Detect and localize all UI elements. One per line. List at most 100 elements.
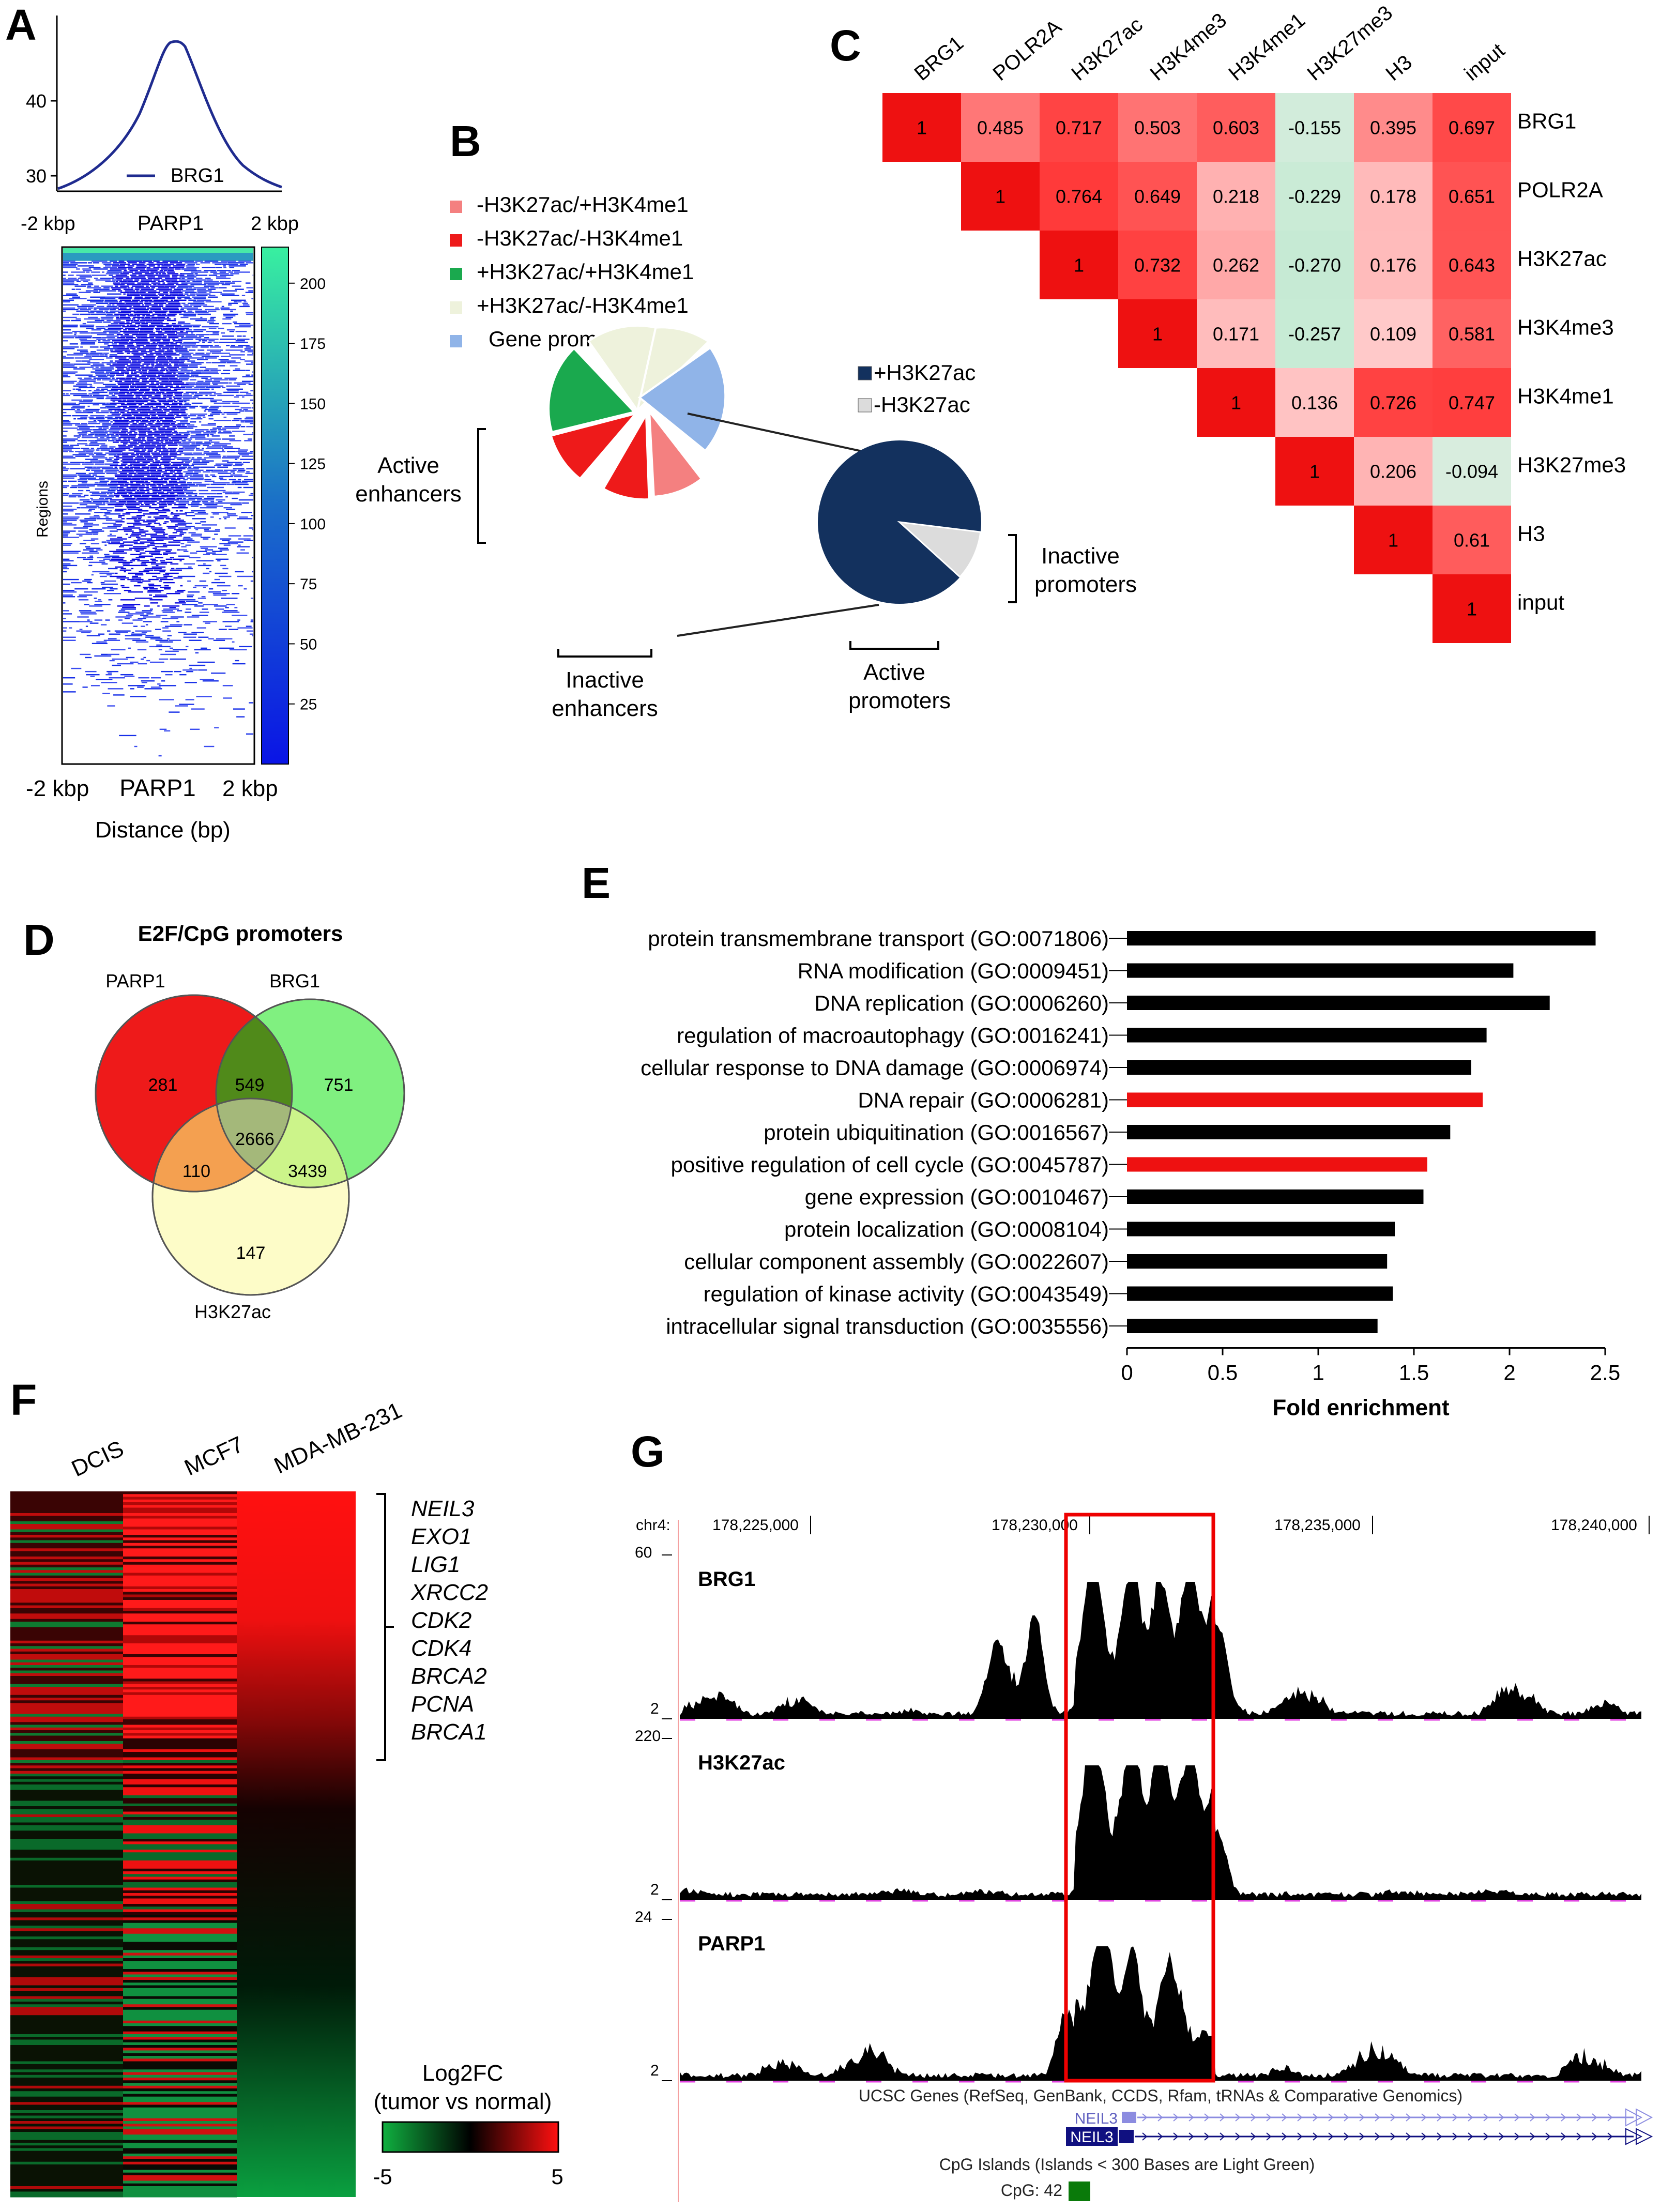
fold-enrichment-bar bbox=[1127, 963, 1514, 978]
heatmap-segment bbox=[63, 560, 74, 562]
heatmap-segment bbox=[216, 276, 226, 278]
heatmap-segment bbox=[80, 340, 97, 342]
matrix-cell bbox=[1275, 437, 1354, 506]
heatmap-segment bbox=[63, 319, 70, 322]
heatmap-segment bbox=[114, 466, 117, 468]
heatmap-segment bbox=[218, 327, 224, 329]
heatmap-segment bbox=[124, 497, 136, 499]
heatmap-segment bbox=[154, 274, 170, 276]
heatmap-cell bbox=[123, 1768, 237, 1772]
heatmap-segment bbox=[124, 418, 136, 420]
heatmap-segment bbox=[222, 540, 230, 541]
heatmap-segment bbox=[145, 504, 150, 506]
heatmap-segment bbox=[130, 368, 145, 370]
heatmap-segment bbox=[169, 398, 172, 400]
heatmap-segment bbox=[71, 288, 75, 290]
heatmap-segment bbox=[120, 485, 129, 487]
heatmap-segment bbox=[178, 339, 193, 340]
heatmap-segment bbox=[63, 516, 80, 518]
heatmap-segment bbox=[179, 357, 188, 359]
heatmap-segment bbox=[85, 626, 88, 627]
heatmap-cell bbox=[10, 1931, 123, 1934]
heatmap-segment bbox=[127, 374, 140, 376]
heatmap-cell bbox=[123, 1890, 237, 1894]
heatmap-segment bbox=[163, 394, 167, 396]
heatmap-segment bbox=[141, 284, 151, 285]
heatmap-segment bbox=[111, 649, 126, 651]
heatmap-segment bbox=[195, 370, 204, 371]
heatmap-segment bbox=[232, 663, 246, 665]
heatmap-segment bbox=[112, 441, 119, 443]
heatmap-segment bbox=[128, 509, 143, 510]
heatmap-segment bbox=[129, 431, 135, 432]
heatmap-segment bbox=[123, 329, 127, 331]
heatmap-segment bbox=[118, 437, 136, 438]
heatmap-segment bbox=[63, 421, 71, 423]
heatmap-segment bbox=[180, 360, 185, 362]
heatmap-segment bbox=[87, 582, 93, 584]
heatmap-segment bbox=[159, 370, 165, 371]
heatmap-segment bbox=[112, 276, 129, 278]
heatmap-segment bbox=[157, 420, 159, 421]
heatmap-cell bbox=[10, 1961, 123, 1964]
heatmap-segment bbox=[171, 437, 188, 438]
heatmap-segment bbox=[75, 360, 82, 362]
heatmap-segment bbox=[86, 547, 101, 549]
heatmap-segment bbox=[243, 588, 247, 590]
heatmap-segment bbox=[118, 471, 134, 473]
x-tick-label: 1.5 bbox=[1399, 1361, 1429, 1385]
heatmap-segment bbox=[131, 533, 142, 535]
heatmap-segment bbox=[141, 337, 155, 339]
heatmap-segment bbox=[208, 440, 212, 441]
heatmap-segment bbox=[164, 479, 166, 481]
heatmap-segment bbox=[154, 435, 166, 437]
heatmap-segment bbox=[135, 557, 145, 559]
heatmap-segment bbox=[177, 459, 190, 460]
heatmap-segment bbox=[172, 463, 189, 465]
heatmap-segment bbox=[190, 421, 196, 423]
heatmap-segment bbox=[148, 265, 155, 267]
heatmap-segment bbox=[216, 558, 229, 560]
heatmap-cell bbox=[123, 1681, 237, 1685]
heatmap-segment bbox=[63, 683, 73, 685]
venn-count-brg1-h3k27ac: 3439 bbox=[288, 1162, 327, 1181]
heatmap-segment bbox=[152, 504, 157, 506]
matrix-cell bbox=[1040, 93, 1118, 162]
heatmap-cell bbox=[10, 1920, 123, 1924]
matrix-column-label: H3K4me1 bbox=[1225, 9, 1310, 85]
heatmap-segment bbox=[130, 480, 145, 482]
heatmap-segment bbox=[117, 663, 134, 665]
heatmap-segment bbox=[191, 443, 195, 445]
heatmap-segment bbox=[75, 318, 81, 320]
heatmap-segment bbox=[85, 546, 90, 547]
heatmap-cell bbox=[123, 1928, 237, 1932]
heatmap-cell bbox=[10, 1887, 123, 1891]
heatmap-segment bbox=[85, 451, 94, 452]
heatmap-segment bbox=[185, 682, 197, 683]
heatmap-segment bbox=[114, 474, 132, 476]
heatmap-segment bbox=[87, 423, 100, 424]
heatmap-segment bbox=[223, 290, 237, 292]
heatmap-segment bbox=[150, 323, 161, 325]
heatmap-segment bbox=[81, 423, 87, 424]
heatmap-segment bbox=[188, 357, 204, 359]
heatmap-segment bbox=[131, 454, 140, 455]
heatmap-segment bbox=[134, 521, 140, 523]
matrix-row-label: H3 bbox=[1517, 522, 1545, 546]
heatmap-cell bbox=[10, 1551, 123, 1554]
heatmap-segment bbox=[228, 271, 233, 273]
heatmap-segment bbox=[63, 530, 76, 532]
heatmap-segment bbox=[106, 396, 117, 398]
heatmap-segment bbox=[160, 368, 167, 370]
heatmap-segment bbox=[177, 428, 194, 429]
heatmap-segment bbox=[63, 566, 68, 568]
heatmap-segment bbox=[180, 316, 189, 318]
heatmap-x-mid: PARP1 bbox=[119, 774, 195, 801]
heatmap-segment bbox=[86, 287, 101, 288]
heatmap-segment bbox=[123, 407, 139, 409]
heatmap-cell bbox=[123, 1589, 237, 1592]
heatmap-cell bbox=[10, 2048, 123, 2051]
heatmap-segment bbox=[202, 340, 207, 342]
heatmap-segment bbox=[252, 571, 253, 573]
heatmap-segment bbox=[92, 356, 108, 357]
